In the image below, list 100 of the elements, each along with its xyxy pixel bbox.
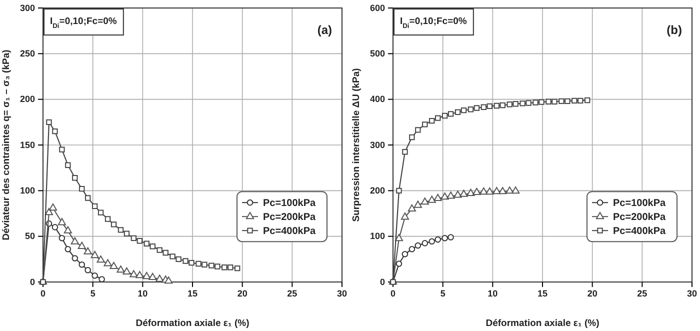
x-tick-label: 20 [237,288,248,298]
legend-label: Pc=400kPa [263,226,316,238]
x-tick-label: 10 [488,288,498,298]
point [572,98,578,104]
point [409,134,415,140]
point [150,244,156,250]
point [136,270,144,278]
y-axis-title: Surpression interstitielle ΔU (kPa) [351,68,362,222]
point [492,186,501,194]
point [130,270,138,278]
point [500,102,506,108]
point [420,197,429,205]
point [156,274,164,282]
y-tick-label: 100 [20,186,35,196]
point [72,175,78,181]
point [422,122,428,128]
point [526,100,532,106]
point [408,246,416,252]
x-tick-label: 25 [637,288,648,298]
point [558,98,564,104]
point [46,119,52,126]
x-tick-label: 0 [40,288,46,298]
point [400,212,410,220]
point [188,260,194,266]
point [506,186,514,194]
point [396,188,402,194]
point [448,111,454,117]
point [552,98,558,104]
legend-label: Pc=100kPa [263,198,316,210]
point [538,99,544,105]
point [118,227,124,233]
point [162,250,168,256]
x-tick-label: 25 [287,288,298,298]
point [124,230,130,236]
point [468,106,474,112]
annotation: (b) [666,23,682,37]
point [222,264,228,270]
point [52,224,58,230]
point [584,97,590,104]
x-axis-title: Déformation axiale ε₁ (%) [486,318,600,329]
y-tick-label: 500 [370,48,385,59]
x-tick-label: 0 [390,288,396,298]
x-tick-label: 10 [138,288,148,298]
point [442,235,448,242]
point [234,265,240,272]
point [58,218,66,226]
y-tick-label: 300 [20,2,35,13]
y-tick-label: 400 [370,94,385,104]
point [486,103,493,110]
point [428,238,436,244]
point [208,262,214,268]
point [92,272,98,279]
point [460,107,467,114]
point [85,195,91,201]
point [98,210,104,216]
point [164,276,173,284]
point [466,188,475,196]
point [64,246,72,252]
point [52,128,58,134]
point [90,250,99,258]
point [84,247,92,254]
point [435,115,441,121]
point [58,235,66,242]
point [136,238,143,244]
point [228,264,234,270]
point [130,235,137,242]
y-tick-label: 50 [24,231,35,242]
point [428,196,436,203]
annotation: I$_{Di}$=0,10;Fc=0% [50,16,118,30]
point [92,203,98,210]
point [546,98,552,104]
point [110,262,118,270]
point [72,255,78,262]
point [156,247,162,253]
point [486,187,494,195]
point [170,254,176,260]
point [78,262,86,268]
y-tick-label: 250 [20,48,35,59]
y-tick-label: 100 [370,231,385,242]
point [64,226,72,234]
y-tick-label: 0 [30,276,35,287]
point [84,266,91,274]
point [578,98,584,104]
point [564,98,570,104]
point [104,216,111,222]
point [144,240,150,246]
x-tick-label: 20 [587,288,598,298]
y-tick-label: 200 [370,186,385,196]
point [415,127,421,133]
x-tick-label: 5 [440,288,446,298]
point [434,194,442,201]
point [454,109,461,115]
point [402,251,408,258]
point [394,234,404,242]
point [148,272,157,280]
point [494,102,500,109]
y-tick-label: 200 [20,94,35,104]
point [474,105,480,111]
point [414,200,422,208]
point [434,236,441,243]
